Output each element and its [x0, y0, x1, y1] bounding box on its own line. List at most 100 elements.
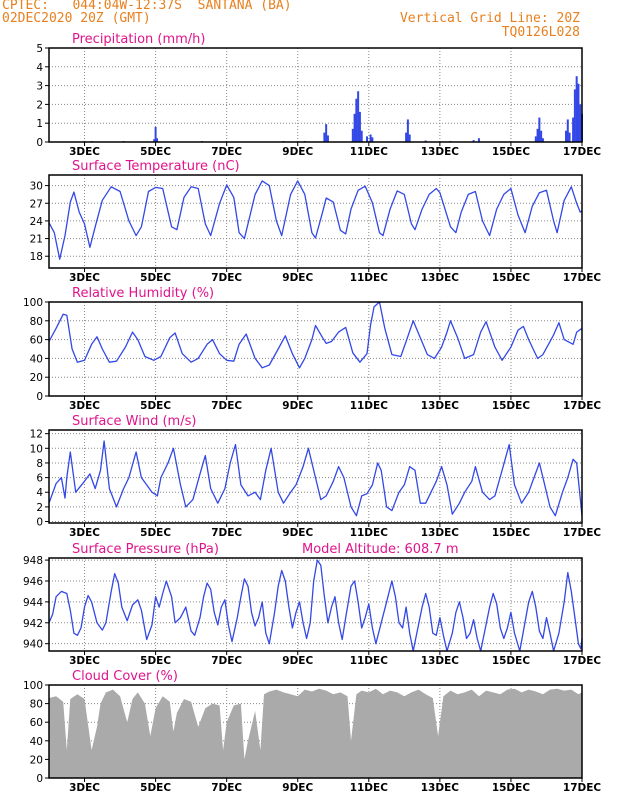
x-tick-label: 9DEC	[282, 782, 313, 794]
panel-wind: Surface Wind (m/s) 3DEC 5DEC 7DEC 9DEC 11DEC 1…	[30, 414, 602, 539]
panel-frame	[48, 174, 583, 269]
header-grid-note: Vertical Grid Line: 20Z	[399, 11, 580, 26]
x-tick-label: 11DEC	[350, 400, 389, 412]
precip-bar	[579, 104, 582, 142]
x-tick-label: 17DEC	[563, 272, 602, 284]
y-tick-label: 60	[30, 335, 43, 347]
precip-bar	[540, 130, 543, 142]
x-tick-label: 9DEC	[282, 400, 313, 412]
x-tick-label: 17DEC	[563, 527, 602, 539]
header-code: TQ0126L028	[501, 25, 580, 40]
x-tick-label: 9DEC	[282, 146, 313, 158]
y-tick-label: 40	[30, 353, 43, 365]
y-tick-label: 30	[30, 181, 43, 193]
precip-bar	[325, 124, 328, 142]
panel-title: Surface Pressure (hPa)	[72, 542, 219, 557]
x-tick-label: 11DEC	[350, 527, 389, 539]
x-tick-label: 3DEC	[69, 527, 100, 539]
panel-title: Relative Humidity (%)	[72, 286, 214, 301]
y-tick-label: 0	[36, 391, 43, 403]
x-tick-label: 3DEC	[69, 782, 100, 794]
y-tick-label: 6	[36, 473, 43, 485]
y-tick-label: 944	[23, 597, 43, 609]
y-tick-label: 4	[36, 487, 43, 499]
x-tick-label: 5DEC	[140, 272, 171, 284]
y-tick-label: 10	[30, 443, 43, 455]
precip-bar	[573, 89, 576, 142]
precip-bar	[568, 132, 571, 142]
y-tick-label: 80	[30, 316, 43, 328]
precip-bar	[424, 140, 427, 142]
panel-title: Surface Wind (m/s)	[72, 414, 196, 429]
panel-annotation: Model Altitude: 608.7 m	[302, 542, 459, 557]
y-tick-label: 60	[30, 717, 43, 729]
y-tick-label: 2	[36, 99, 43, 111]
y-tick-label: 948	[23, 555, 43, 567]
y-tick-label: 20	[30, 372, 43, 384]
x-tick-label: 7DEC	[211, 655, 242, 667]
x-tick-label: 7DEC	[211, 782, 242, 794]
precip-bar	[541, 138, 544, 142]
x-tick-label: 5DEC	[140, 146, 171, 158]
x-tick-label: 5DEC	[140, 782, 171, 794]
x-tick-label: 11DEC	[350, 782, 389, 794]
x-tick-label: 11DEC	[350, 272, 389, 284]
y-tick-label: 24	[30, 216, 44, 228]
x-tick-label: 11DEC	[350, 655, 389, 667]
x-tick-label: 7DEC	[211, 400, 242, 412]
y-tick-label: 5	[36, 43, 43, 55]
x-tick-label: 5DEC	[140, 655, 171, 667]
precip-bar	[538, 117, 541, 142]
x-tick-label: 15DEC	[492, 146, 531, 158]
panel-title: Cloud Cover (%)	[72, 669, 178, 684]
precip-bar	[566, 119, 569, 142]
y-tick-label: 80	[30, 699, 43, 711]
panel-cloud: Cloud Cover (%) 3DEC 5DEC 7DEC 9DEC 11DEC 13DE…	[23, 669, 601, 794]
pressure-series-line	[48, 559, 583, 652]
precip-bar	[353, 113, 356, 142]
x-tick-label: 5DEC	[140, 527, 171, 539]
panel-frame	[48, 684, 583, 779]
y-tick-label: 946	[23, 576, 43, 588]
precip-bar	[323, 132, 326, 142]
y-tick-label: 20	[30, 754, 43, 766]
precip-bar	[406, 119, 409, 142]
panel-frame	[48, 557, 583, 652]
y-tick-label: 8	[36, 458, 43, 470]
x-tick-label: 13DEC	[421, 400, 460, 412]
precip-bar	[351, 128, 354, 142]
precip-bar	[577, 83, 580, 142]
y-tick-label: 40	[30, 736, 43, 748]
x-tick-label: 7DEC	[211, 527, 242, 539]
y-tick-label: 942	[23, 618, 43, 630]
y-tick-label: 1	[36, 118, 43, 130]
precip-bar	[357, 91, 360, 142]
y-tick-label: 18	[30, 251, 43, 263]
x-tick-label: 7DEC	[211, 272, 242, 284]
precip-bar	[575, 76, 578, 142]
precip-bar	[360, 130, 363, 142]
panel-title: Precipitation (mm/h)	[72, 32, 205, 47]
precip-bar	[369, 134, 372, 142]
x-tick-label: 3DEC	[69, 400, 100, 412]
x-tick-label: 17DEC	[563, 782, 602, 794]
x-tick-label: 9DEC	[282, 527, 313, 539]
panel-frame	[48, 301, 583, 397]
x-tick-label: 13DEC	[421, 527, 460, 539]
x-tick-label: 15DEC	[492, 400, 531, 412]
y-tick-label: 0	[36, 517, 43, 529]
precip-bar	[358, 111, 361, 142]
precip-bar	[326, 135, 329, 142]
precip-bar	[536, 128, 539, 142]
y-tick-label: 100	[23, 297, 43, 309]
precip-bar	[472, 140, 475, 142]
precip-bar	[355, 98, 358, 142]
panel-precip: Precipitation (mm/h) 3DEC 5DEC 7DEC 9DEC 11DE…	[36, 32, 601, 158]
x-tick-label: 15DEC	[492, 655, 531, 667]
y-tick-label: 3	[36, 81, 43, 93]
panel-temp: Surface Temperature (nC) 3DEC 5DEC 7DEC 9DEC…	[30, 159, 602, 284]
precip-bar	[156, 138, 159, 142]
y-tick-label: 2	[36, 502, 43, 514]
precip-bar	[477, 138, 480, 142]
